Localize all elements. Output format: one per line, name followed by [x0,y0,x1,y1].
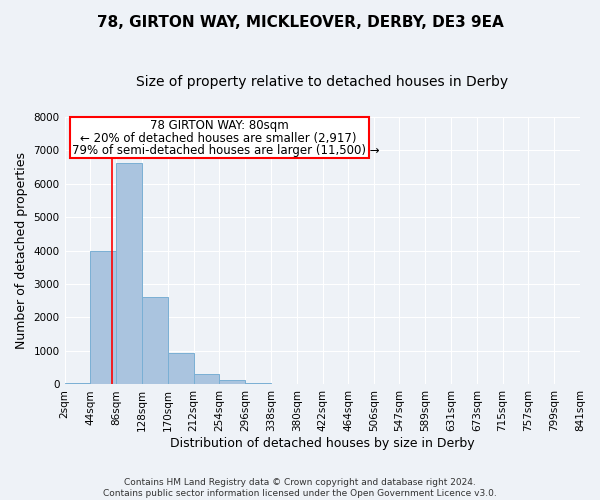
X-axis label: Distribution of detached houses by size in Derby: Distribution of detached houses by size … [170,437,475,450]
Bar [194,374,220,384]
Bar [116,164,142,384]
Title: Size of property relative to detached houses in Derby: Size of property relative to detached ho… [136,75,508,89]
Bar [65,383,91,384]
Y-axis label: Number of detached properties: Number of detached properties [15,152,28,349]
Bar [142,298,168,384]
Bar [245,383,271,384]
Text: Contains HM Land Registry data © Crown copyright and database right 2024.
Contai: Contains HM Land Registry data © Crown c… [103,478,497,498]
Bar [91,250,116,384]
Text: 79% of semi-detached houses are larger (11,500) →: 79% of semi-detached houses are larger (… [72,144,380,157]
Text: 78 GIRTON WAY: 80sqm: 78 GIRTON WAY: 80sqm [150,119,289,132]
Text: 78, GIRTON WAY, MICKLEOVER, DERBY, DE3 9EA: 78, GIRTON WAY, MICKLEOVER, DERBY, DE3 9… [97,15,503,30]
Bar [220,380,245,384]
Text: ← 20% of detached houses are smaller (2,917): ← 20% of detached houses are smaller (2,… [80,132,356,144]
FancyBboxPatch shape [70,116,368,158]
Bar [168,352,194,384]
